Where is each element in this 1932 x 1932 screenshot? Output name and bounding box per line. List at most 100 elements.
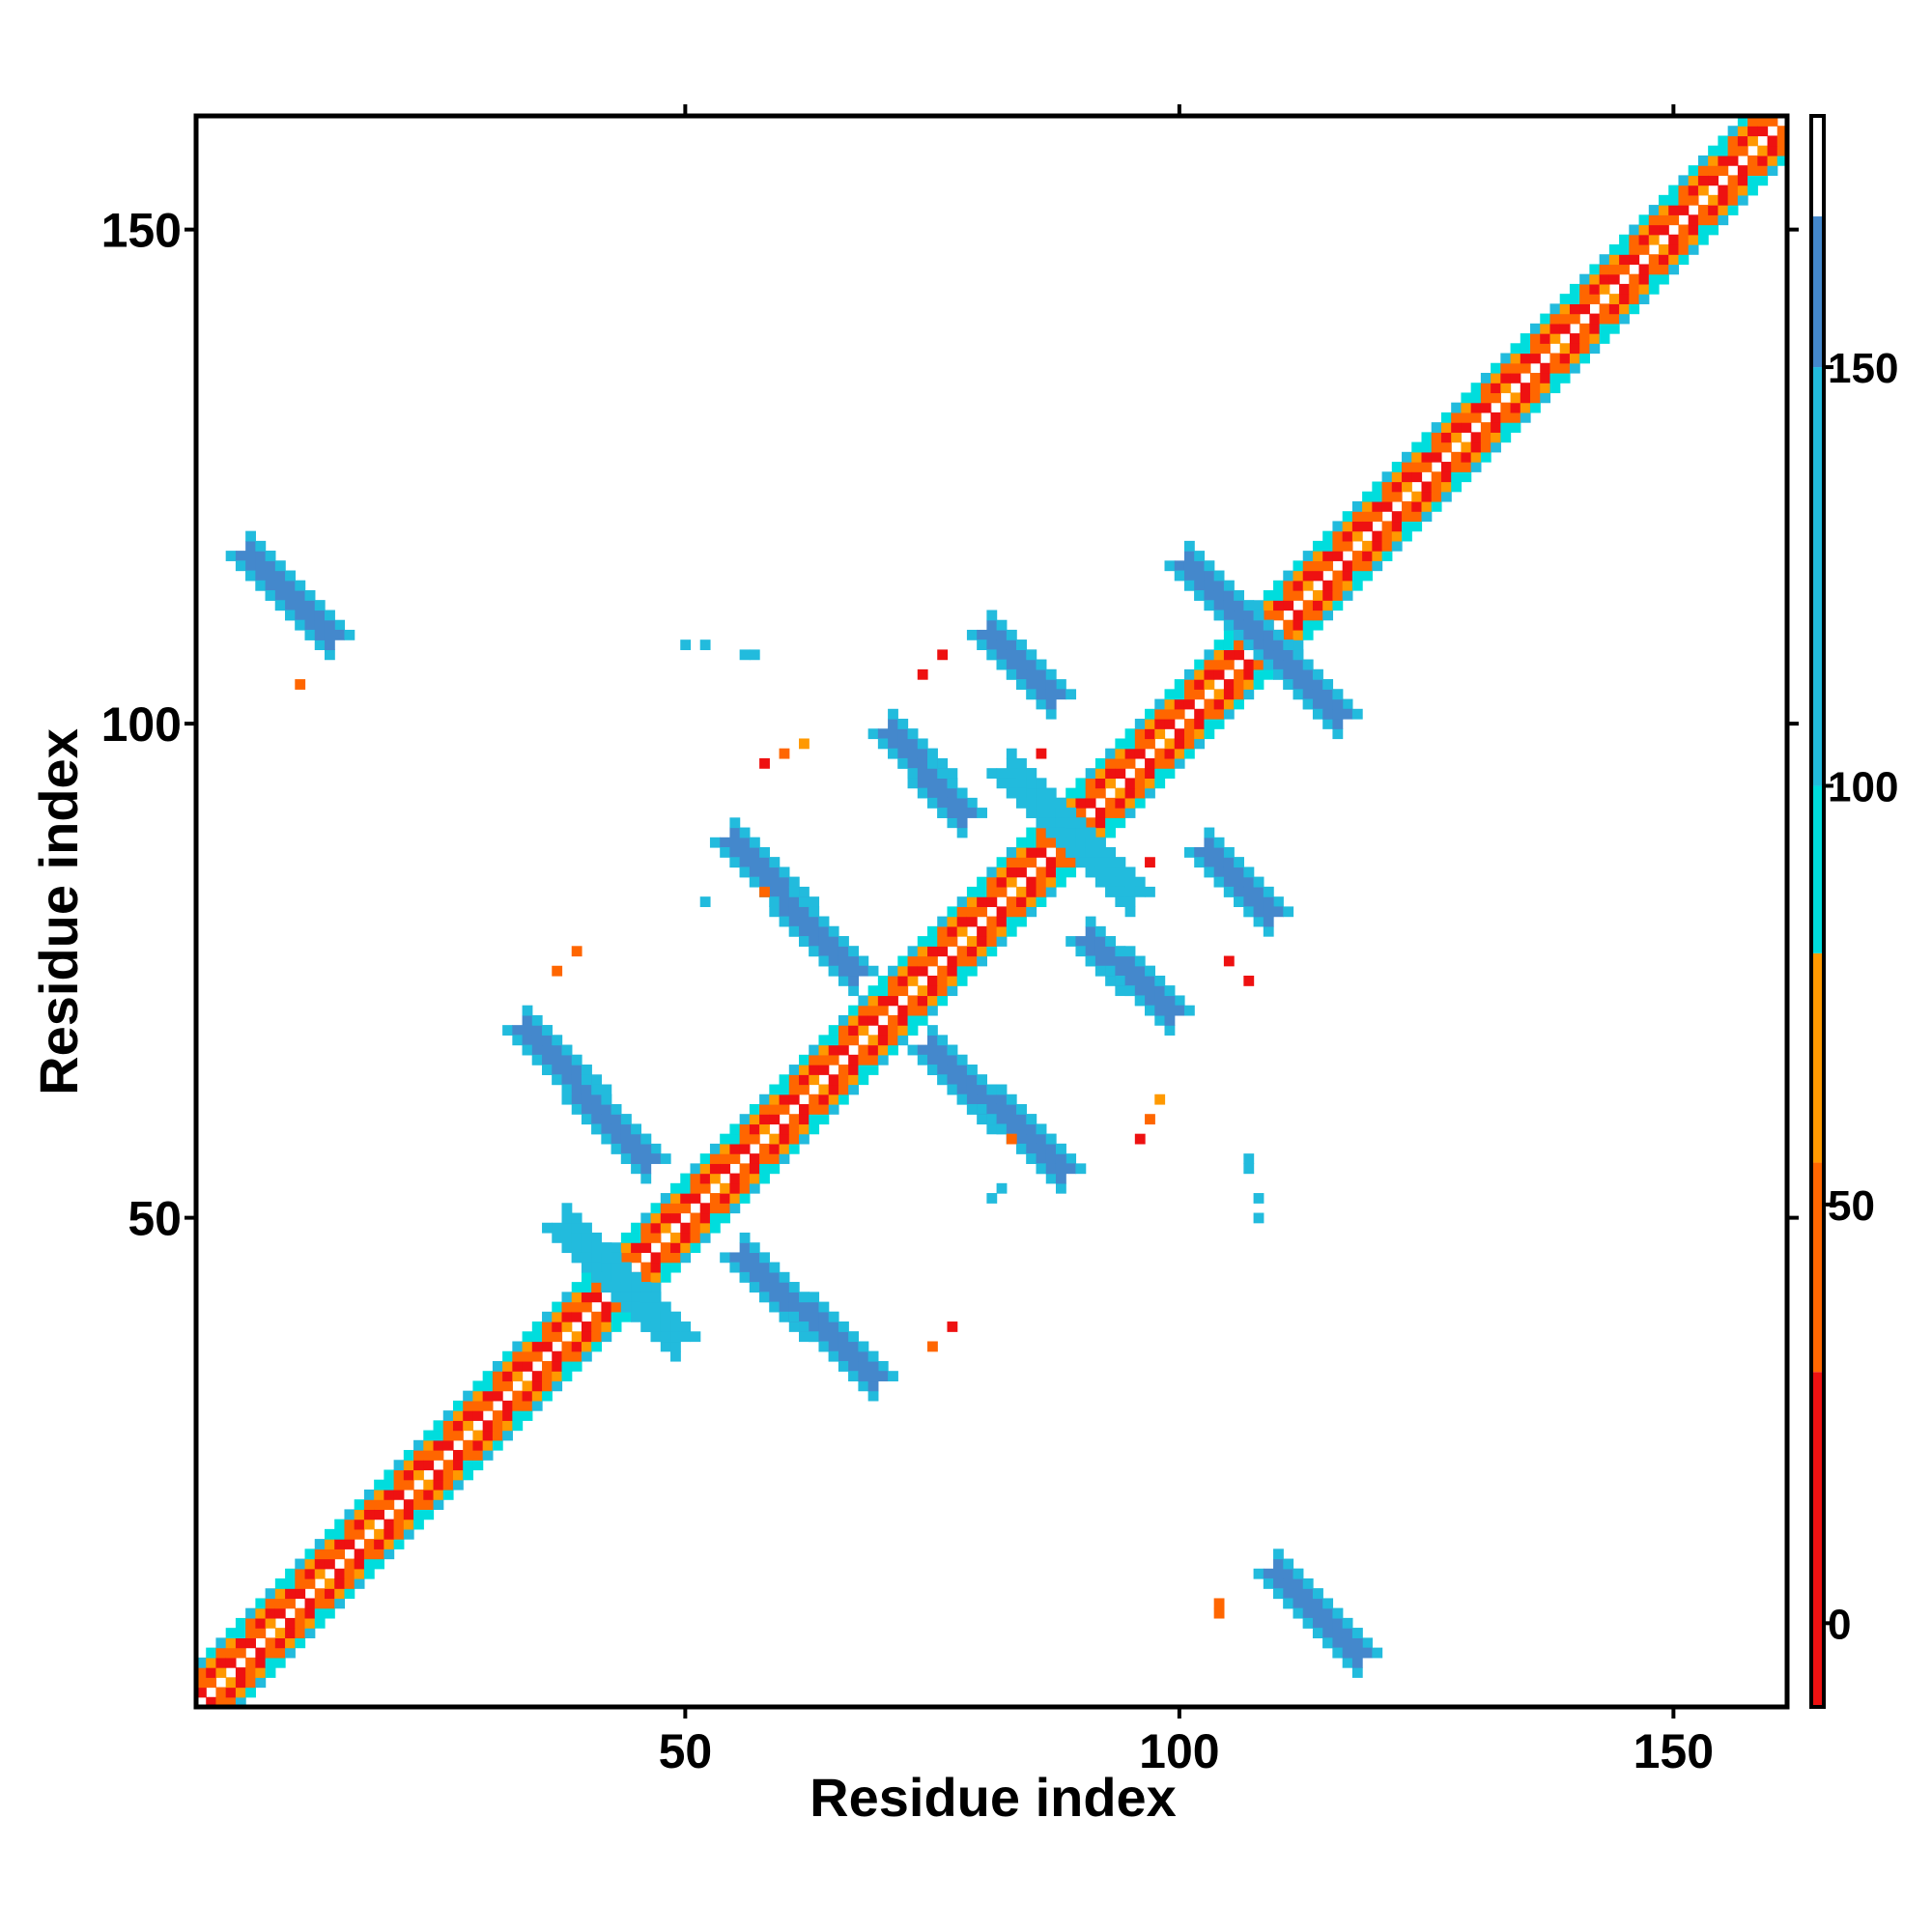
heatmap-cell bbox=[1145, 985, 1155, 997]
heatmap-cell bbox=[591, 1282, 603, 1293]
heatmap-cell bbox=[1322, 679, 1334, 690]
heatmap-cell bbox=[1461, 422, 1472, 433]
heatmap-cell bbox=[591, 1114, 603, 1125]
heatmap-cell bbox=[927, 936, 938, 947]
heatmap-cell bbox=[1075, 817, 1087, 829]
heatmap-cell bbox=[1213, 876, 1225, 888]
heatmap-cell bbox=[1302, 600, 1314, 611]
heatmap-cell bbox=[384, 1548, 395, 1560]
heatmap-cell bbox=[848, 985, 859, 997]
heatmap-cell bbox=[947, 778, 958, 789]
heatmap-cell bbox=[937, 1065, 949, 1075]
heatmap-cell bbox=[1273, 1588, 1284, 1600]
heatmap-cell bbox=[956, 1054, 968, 1065]
heatmap-cell bbox=[888, 965, 898, 977]
heatmap-cell bbox=[295, 679, 306, 690]
heatmap-cell bbox=[245, 1617, 256, 1629]
heatmap-cell bbox=[739, 867, 751, 878]
heatmap-cell bbox=[1302, 610, 1314, 621]
heatmap-cell bbox=[749, 1252, 760, 1264]
heatmap-cell bbox=[1124, 867, 1136, 878]
heatmap-cell bbox=[215, 1696, 227, 1708]
heatmap-cell bbox=[581, 1222, 592, 1234]
heatmap-cell bbox=[1105, 778, 1116, 789]
heatmap-cell bbox=[1579, 283, 1590, 295]
heatmap-cell bbox=[1174, 748, 1185, 759]
heatmap-cell bbox=[759, 1163, 770, 1175]
heatmap-cell bbox=[977, 1094, 987, 1105]
heatmap-cell bbox=[363, 1489, 375, 1500]
heatmap-cell bbox=[334, 1548, 346, 1560]
heatmap-cell bbox=[877, 738, 889, 750]
heatmap-cell bbox=[295, 619, 306, 631]
heatmap-cell bbox=[1293, 639, 1304, 651]
heatmap-cell bbox=[384, 1528, 395, 1540]
heatmap-cell bbox=[561, 1292, 573, 1303]
heatmap-cell bbox=[1253, 619, 1264, 631]
heatmap-cell bbox=[601, 1321, 612, 1332]
heatmap-cell bbox=[799, 1331, 810, 1343]
heatmap-cell bbox=[384, 1539, 395, 1549]
heatmap-cell bbox=[482, 1400, 494, 1411]
heatmap-cell bbox=[384, 1479, 395, 1491]
heatmap-cell bbox=[937, 1054, 949, 1065]
heatmap-cell bbox=[1737, 175, 1748, 186]
heatmap-cell bbox=[1213, 668, 1225, 680]
heatmap-cell bbox=[937, 778, 949, 789]
heatmap-cell bbox=[809, 1044, 820, 1056]
heatmap-cell bbox=[492, 1360, 503, 1372]
heatmap-cell bbox=[1145, 787, 1155, 799]
heatmap-cell bbox=[759, 857, 770, 868]
heatmap-cell bbox=[867, 1014, 879, 1026]
heatmap-cell bbox=[1045, 689, 1057, 700]
heatmap-cell bbox=[1638, 273, 1650, 285]
heatmap-cell bbox=[1213, 847, 1225, 858]
heatmap-cell bbox=[1579, 323, 1590, 334]
heatmap-cell bbox=[1293, 1588, 1304, 1600]
heatmap-cell bbox=[374, 1548, 384, 1560]
heatmap-cell bbox=[502, 1371, 513, 1382]
heatmap-cell bbox=[1530, 353, 1541, 364]
heatmap-cell bbox=[888, 1371, 898, 1382]
heatmap-cell bbox=[749, 1242, 760, 1254]
heatmap-cell bbox=[1164, 1014, 1176, 1026]
heatmap-cell bbox=[196, 1677, 207, 1689]
heatmap-cell bbox=[1273, 610, 1284, 621]
heatmap-cell bbox=[1470, 462, 1482, 472]
heatmap-cell bbox=[749, 1282, 760, 1293]
heatmap-cell bbox=[1085, 867, 1096, 878]
heatmap-cell bbox=[423, 1499, 435, 1510]
heatmap-cell bbox=[1085, 768, 1096, 779]
heatmap-cell bbox=[1085, 787, 1096, 799]
heatmap-cell bbox=[966, 629, 978, 640]
heatmap-cell bbox=[611, 1123, 622, 1135]
heatmap-cell bbox=[1283, 1588, 1294, 1600]
heatmap-cell bbox=[858, 965, 869, 977]
heatmap-cell bbox=[1351, 511, 1363, 523]
heatmap-cell bbox=[1213, 580, 1225, 591]
heatmap-cell bbox=[947, 925, 958, 937]
heatmap-cell bbox=[1451, 451, 1463, 463]
heatmap-cell bbox=[1440, 441, 1452, 453]
heatmap-cell bbox=[542, 1065, 553, 1075]
heatmap-cell bbox=[1115, 768, 1126, 779]
heatmap-cell bbox=[245, 1637, 256, 1649]
heatmap-cell bbox=[1124, 748, 1136, 759]
colorbar-tick-label: 100 bbox=[1828, 763, 1898, 810]
heatmap-cell bbox=[255, 1628, 267, 1638]
heatmap-cell bbox=[1145, 857, 1155, 868]
heatmap-cell bbox=[571, 1341, 582, 1352]
heatmap-cells bbox=[196, 116, 1788, 1708]
heatmap-cell bbox=[1134, 965, 1146, 977]
heatmap-cell bbox=[877, 1005, 889, 1016]
heatmap-cell bbox=[1115, 955, 1126, 967]
heatmap-cell bbox=[442, 1479, 454, 1491]
heatmap-cell bbox=[996, 916, 1008, 927]
heatmap-cell bbox=[858, 1371, 869, 1382]
heatmap-cell bbox=[799, 1103, 810, 1115]
heatmap-cell bbox=[670, 1252, 681, 1264]
heatmap-cell bbox=[1381, 540, 1393, 552]
heatmap-cell bbox=[1036, 827, 1047, 838]
heatmap-cell bbox=[729, 1203, 741, 1214]
